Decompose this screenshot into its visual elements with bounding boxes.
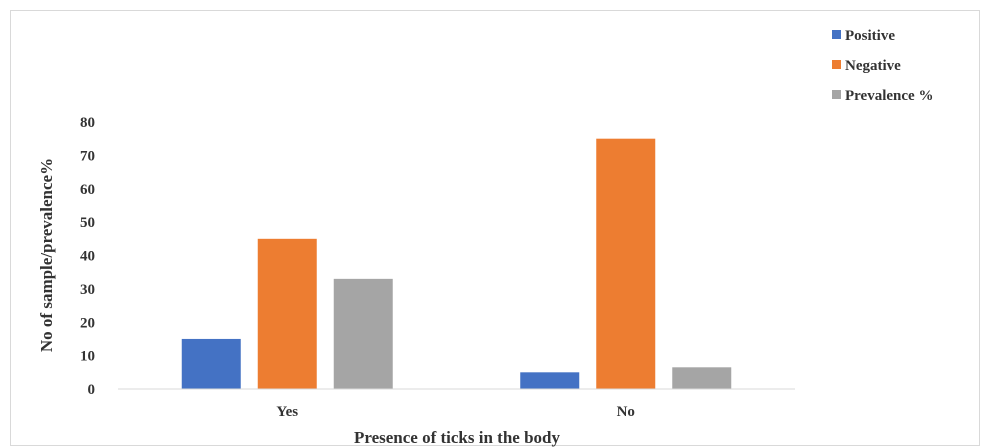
bar-negative-yes xyxy=(257,238,317,389)
x-tick-label: Yes xyxy=(276,404,298,420)
y-tick-label: 30 xyxy=(80,282,95,298)
chart-frame xyxy=(10,10,980,446)
y-axis-ticks: 0 10 20 30 40 50 60 70 80 xyxy=(80,115,95,398)
x-axis-ticks: Yes No xyxy=(276,404,635,420)
bar-prevalence-no xyxy=(672,367,732,389)
bars xyxy=(181,138,732,389)
legend-swatch xyxy=(832,60,841,69)
y-axis-title: No of sample/prevalence% xyxy=(37,158,56,352)
x-tick-label: No xyxy=(617,404,635,420)
x-axis-title: Presence of ticks in the body xyxy=(354,428,561,447)
y-tick-label: 0 xyxy=(88,382,96,398)
y-tick-label: 40 xyxy=(80,249,95,265)
bar-positive-no xyxy=(520,372,580,389)
y-tick-label: 10 xyxy=(80,349,95,365)
legend-swatch xyxy=(832,90,841,99)
legend-label: Prevalence % xyxy=(845,88,933,104)
y-tick-label: 60 xyxy=(80,182,95,198)
bar-positive-yes xyxy=(181,338,241,389)
y-tick-label: 20 xyxy=(80,315,95,331)
y-tick-label: 50 xyxy=(80,215,95,231)
bar-prevalence-yes xyxy=(333,278,393,389)
legend-label: Negative xyxy=(845,58,901,74)
bar-negative-no xyxy=(596,138,656,389)
legend: Positive Negative Prevalence % xyxy=(832,28,933,104)
legend-swatch xyxy=(832,30,841,39)
y-tick-label: 80 xyxy=(80,115,95,131)
legend-label: Positive xyxy=(845,28,895,44)
y-tick-label: 70 xyxy=(80,148,95,164)
